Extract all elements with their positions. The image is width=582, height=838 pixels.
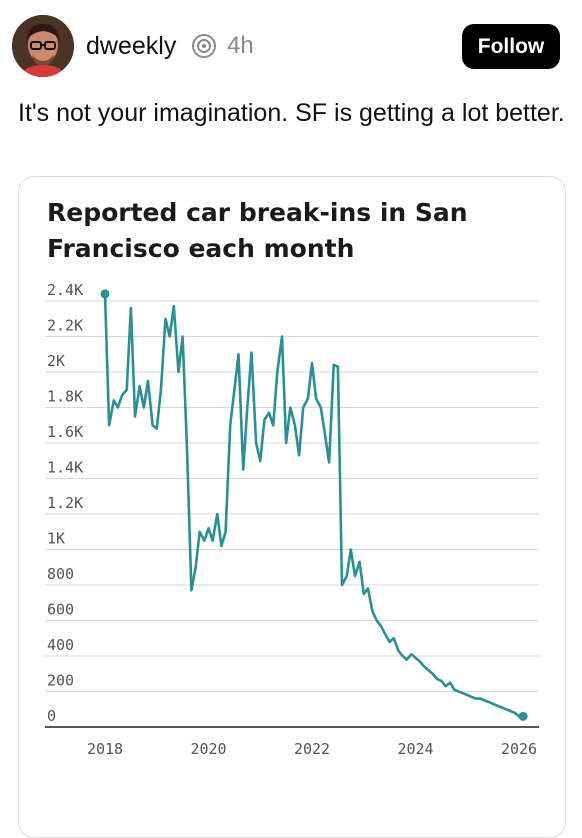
y-tick-label: 2K [47, 352, 65, 370]
post-header: dweekly 4h Follow [0, 0, 582, 90]
y-tick-label: 1K [47, 530, 65, 548]
x-tick-label: 2022 [294, 740, 330, 758]
y-tick-label: 1.6K [47, 423, 83, 441]
avatar-image [12, 15, 74, 77]
y-tick-label: 0 [47, 707, 56, 725]
chart-card[interactable]: Reported car break-ins in San Francisco … [18, 176, 566, 838]
y-tick-label: 2.4K [47, 281, 83, 299]
follow-button[interactable]: Follow [462, 24, 560, 69]
y-tick-label: 800 [47, 565, 74, 583]
x-tick-label: 2026 [501, 740, 537, 758]
post-time: 4h [227, 32, 254, 59]
y-tick-label: 1.8K [47, 388, 83, 406]
username[interactable]: dweekly [86, 32, 177, 60]
x-tick-label: 2020 [190, 740, 226, 758]
threads-icon [192, 34, 216, 58]
y-tick-label: 2.2K [47, 317, 83, 335]
line-chart: 0 200 400 600 800 1K 1.2K 1.4K 1.6K 1.8K 2K 2.2K 2.4… [45, 281, 539, 758]
y-tick-label: 200 [47, 672, 74, 690]
series-line [103, 293, 524, 718]
series-end-point [518, 711, 528, 721]
post-text: It's not your imagination. SF is getting… [18, 99, 565, 127]
x-tick-label: 2024 [397, 740, 433, 758]
user-avatar[interactable] [12, 15, 74, 77]
x-tick-label: 2018 [87, 740, 123, 758]
y-tick-label: 400 [47, 636, 74, 654]
y-tick-label: 1.2K [47, 494, 83, 512]
y-tick-label: 600 [47, 601, 74, 619]
chart-title: Reported car break-ins in San Francisco … [47, 198, 468, 263]
y-tick-label: 1.4K [47, 459, 83, 477]
series-start-point [100, 289, 110, 299]
